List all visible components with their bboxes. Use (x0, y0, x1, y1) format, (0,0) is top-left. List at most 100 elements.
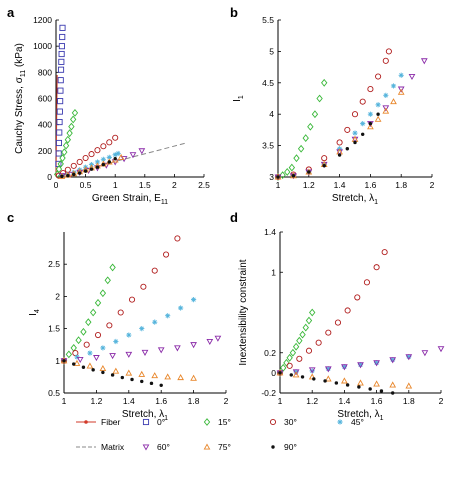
data-point (141, 284, 146, 289)
data-point (358, 380, 363, 385)
data-point (368, 86, 373, 91)
data-point (96, 165, 99, 168)
panel-d: d1 1.2 1.4 1.6 1.8 2-0.200.211.4Stretch, λ1In… (230, 210, 444, 422)
y-tick-label: 600 (38, 94, 52, 104)
data-point (58, 88, 63, 93)
data-point (72, 173, 75, 176)
x-tick-label: 1.5 (139, 180, 151, 190)
data-point (391, 83, 396, 88)
data-point (178, 375, 183, 380)
data-point (121, 376, 124, 379)
data-point (364, 280, 369, 285)
data-point (287, 363, 292, 368)
data-point (323, 164, 326, 167)
y-tick-label: 1200 (33, 15, 52, 25)
x-tick-label: 1.6 (155, 396, 167, 406)
data-point (95, 332, 100, 337)
data-point (352, 130, 357, 135)
data-point (159, 348, 164, 353)
x-axis-label: Stretch, λ1 (332, 193, 378, 206)
data-point (90, 167, 93, 170)
data-point (175, 236, 180, 241)
data-point (355, 295, 360, 300)
data-point (284, 360, 289, 366)
data-point (310, 309, 315, 315)
panel-a: a 0 0.5 1 1.5 2 2.5 0 200 400 600 800 1000 1200 Green … (7, 5, 210, 206)
data-point (113, 135, 118, 140)
x-tick-label: 2 (172, 180, 177, 190)
x-tick-label: 1.8 (403, 396, 415, 406)
y-tick-label: 0 (47, 172, 52, 182)
series-15deg (61, 264, 115, 364)
x-tick-label: 2.5 (198, 180, 210, 190)
x-axis-label-sub: 1 (374, 199, 378, 206)
y-tick-label: 3.5 (262, 141, 274, 151)
data-point (345, 308, 350, 313)
data-point (386, 49, 391, 54)
data-point (130, 378, 133, 381)
data-point (95, 300, 100, 306)
data-point (60, 34, 65, 39)
data-point (391, 99, 396, 104)
y-tick-label: 200 (38, 146, 52, 156)
data-point (290, 373, 293, 376)
data-point (56, 140, 61, 145)
x-axis-label-sub: 1 (380, 415, 384, 422)
data-point (368, 112, 373, 117)
data-point (322, 156, 327, 161)
series-30deg (275, 49, 391, 180)
data-point (78, 171, 81, 174)
data-point (77, 159, 82, 164)
y-tick-label: 2 (55, 291, 60, 301)
data-point (57, 130, 62, 135)
x-tick-label: 1 (113, 180, 118, 190)
data-point (152, 320, 157, 325)
data-point (72, 110, 77, 116)
data-point (71, 116, 76, 122)
data-point (409, 74, 414, 79)
series-75deg (275, 90, 403, 179)
data-point (406, 383, 411, 388)
series-30deg (277, 250, 387, 376)
panel-letter: b (230, 5, 238, 20)
data-point (299, 146, 304, 152)
data-point (322, 80, 327, 86)
legend: Fiber 0° 15° 30° 45°Matrix 60° 75° 90° (76, 417, 364, 452)
legend-marker (204, 444, 209, 449)
y-tick-label: 5 (269, 46, 274, 56)
x-tick-label: 2 (430, 180, 435, 190)
x-tick-label: 1.4 (123, 396, 135, 406)
y-tick-label: 1 (55, 356, 60, 366)
series-45deg (275, 73, 403, 180)
data-point (360, 99, 365, 104)
data-point (307, 170, 310, 173)
x-tick-label: 1 (278, 396, 283, 406)
x-tick-label: 1.8 (188, 396, 200, 406)
data-point (58, 67, 63, 72)
data-point (87, 350, 92, 355)
data-point (82, 366, 85, 369)
data-point (360, 121, 365, 126)
x-tick-label: 1.2 (303, 180, 315, 190)
y-tick-label: 0 (271, 368, 276, 378)
data-point (59, 59, 64, 64)
series-75deg (61, 358, 196, 380)
data-point (111, 373, 114, 376)
data-point (374, 381, 379, 386)
data-point (316, 340, 321, 345)
data-point (297, 356, 302, 361)
y-tick-label: 1.5 (48, 324, 60, 334)
data-point (191, 343, 196, 348)
data-point (91, 368, 94, 371)
data-point (290, 350, 295, 356)
legend-marker (271, 445, 274, 448)
data-point (294, 155, 299, 161)
x-tick-label: 1 (62, 396, 67, 406)
x-tick-label: 1.2 (306, 396, 318, 406)
data-point (163, 252, 168, 257)
data-point (390, 382, 395, 387)
data-point (289, 164, 294, 170)
data-point (152, 268, 157, 273)
y-axis-label-sub: 4 (34, 309, 41, 313)
data-point (152, 373, 157, 378)
